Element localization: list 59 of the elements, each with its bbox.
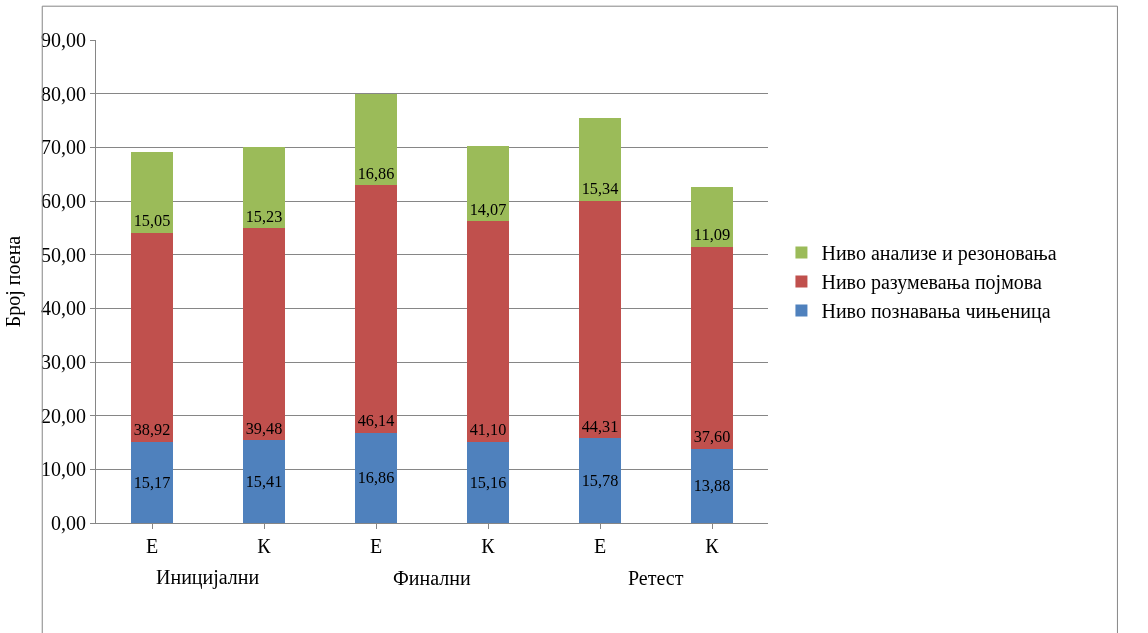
y-tick-label: 40,00	[41, 297, 86, 320]
bar	[130, 441, 174, 523]
y-tick-label: 60,00	[41, 190, 86, 212]
y-tick-label: 70,00	[41, 136, 86, 159]
data-label: 39,48	[245, 420, 283, 439]
bar	[130, 151, 174, 233]
x-tick-label: К	[705, 535, 720, 557]
data-label: 15,78	[581, 472, 619, 491]
y-tick-label: 10,00	[41, 458, 86, 481]
x-tick-label: К	[257, 535, 272, 557]
bar	[578, 118, 622, 201]
bar	[242, 146, 286, 229]
data-label: 15,17	[133, 473, 171, 492]
text: Финални	[393, 567, 471, 589]
data-label: 46,14	[357, 412, 395, 431]
text: Иницијални	[156, 566, 260, 589]
data-label: 16,86	[357, 469, 395, 488]
y-tick-label: 30,00	[41, 351, 86, 373]
y-tick-label: 0,00	[51, 512, 86, 534]
data-label: 37,60	[693, 428, 731, 447]
data-label: 14,07	[469, 200, 507, 219]
x-tick-label: Е	[369, 535, 383, 557]
data-label: 41,10	[469, 421, 507, 440]
legend-label: Ниво познавања чињеница	[821, 300, 1051, 324]
text: Ретест	[628, 567, 684, 589]
y-tick-label: 80,00	[41, 82, 86, 105]
y-axis-title: Број поена	[1, 235, 25, 328]
bar	[242, 228, 286, 441]
bar	[578, 200, 622, 439]
bar	[354, 94, 398, 185]
data-label: 16,86	[357, 164, 395, 183]
data-label: 15,34	[581, 180, 619, 199]
x-tick-label: К	[481, 535, 496, 557]
data-label: 13,88	[693, 477, 731, 496]
data-label: 15,16	[469, 474, 507, 493]
y-tick-label: 50,00	[41, 243, 86, 266]
x-tick-label: Е	[593, 535, 607, 557]
bar	[130, 232, 174, 442]
bar	[466, 221, 510, 442]
data-label: 38,92	[133, 421, 171, 440]
data-label: 15,23	[245, 208, 283, 227]
legend-label: Ниво разумевања појмова	[821, 271, 1043, 295]
y-tick-label: 90,00	[41, 29, 86, 51]
y-tick-label: 20,00	[41, 404, 86, 427]
bar	[690, 246, 734, 449]
data-label: 11,09	[693, 225, 731, 245]
data-label: 44,31	[581, 418, 619, 437]
bar	[354, 184, 398, 433]
x-tick-label: Е	[145, 535, 159, 557]
bar	[354, 432, 398, 523]
bar	[578, 438, 622, 523]
bar	[690, 187, 734, 247]
data-label: 15,05	[133, 212, 171, 231]
bar	[690, 448, 734, 523]
bar	[466, 441, 510, 523]
bar	[466, 145, 510, 222]
data-label: 15,41	[245, 473, 283, 492]
legend-label: Ниво анализе и резоновања	[821, 242, 1057, 266]
bar	[242, 440, 286, 523]
